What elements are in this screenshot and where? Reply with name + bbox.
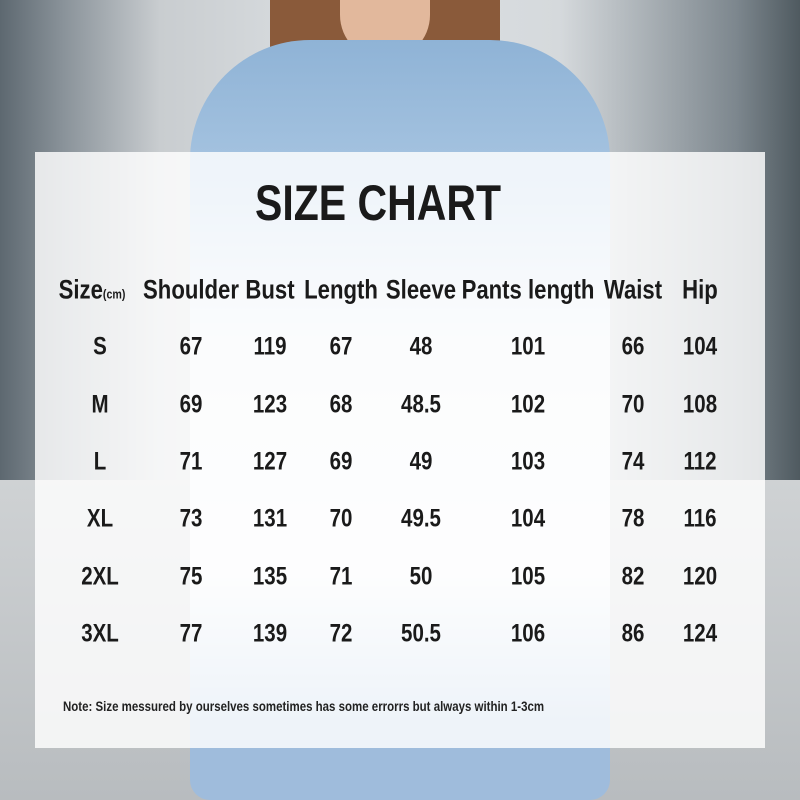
table-cell: 50 xyxy=(409,562,433,591)
table-cell: 71 xyxy=(179,447,203,476)
table-cell: 101 xyxy=(510,332,546,361)
column-header: Sleeve xyxy=(386,275,456,306)
table-cell: 104 xyxy=(510,504,546,533)
table-cell: 108 xyxy=(682,390,718,419)
table-cell: 73 xyxy=(179,504,203,533)
table-cell: 71 xyxy=(329,562,353,591)
table-cell: 104 xyxy=(682,332,718,361)
table-cell: 67 xyxy=(329,332,353,361)
table-cell: 106 xyxy=(510,619,546,648)
column-header-label: Pants length xyxy=(461,274,595,305)
chart-title: SIZE CHART xyxy=(255,175,501,231)
table-cell: 48.5 xyxy=(401,390,441,419)
column-header: Bust xyxy=(245,275,294,306)
table-cell: 105 xyxy=(510,562,546,591)
column-header-label: Shoulder xyxy=(143,274,239,305)
table-cell: 123 xyxy=(252,390,288,419)
table-cell: 78 xyxy=(621,504,645,533)
table-cell: 131 xyxy=(252,504,288,533)
size-label: M xyxy=(91,390,109,419)
column-header-label: Bust xyxy=(245,274,295,305)
table-cell: 72 xyxy=(329,619,353,648)
size-chart-panel xyxy=(35,152,765,748)
column-header-label: Hip xyxy=(682,274,718,305)
column-header: Size(cm) xyxy=(59,275,126,306)
table-cell: 77 xyxy=(179,619,203,648)
size-label: 2XL xyxy=(81,562,119,591)
table-cell: 112 xyxy=(683,447,717,476)
column-header-label: Waist xyxy=(603,274,663,305)
column-header: Waist xyxy=(604,275,662,306)
table-cell: 69 xyxy=(329,447,353,476)
table-cell: 74 xyxy=(621,447,645,476)
table-cell: 69 xyxy=(179,390,203,419)
table-cell: 119 xyxy=(253,332,287,361)
size-label: S xyxy=(93,332,107,361)
unit-label: (cm) xyxy=(102,286,126,302)
column-header: Pants length xyxy=(462,275,595,306)
table-cell: 66 xyxy=(621,332,645,361)
size-label: L xyxy=(93,447,107,476)
table-cell: 49 xyxy=(409,447,433,476)
table-cell: 103 xyxy=(510,447,546,476)
table-cell: 50.5 xyxy=(401,619,441,648)
table-cell: 70 xyxy=(621,390,645,419)
table-cell: 48 xyxy=(409,332,433,361)
table-cell: 70 xyxy=(329,504,353,533)
column-header: Shoulder xyxy=(143,275,239,306)
size-label: 3XL xyxy=(81,619,119,648)
table-cell: 135 xyxy=(252,562,288,591)
measurement-note: Note: Size messured by ourselves sometim… xyxy=(63,698,545,714)
table-cell: 68 xyxy=(329,390,353,419)
column-header: Hip xyxy=(682,275,718,306)
table-cell: 116 xyxy=(683,504,717,533)
table-cell: 139 xyxy=(252,619,288,648)
table-cell: 67 xyxy=(179,332,203,361)
table-cell: 75 xyxy=(179,562,203,591)
table-cell: 49.5 xyxy=(401,504,441,533)
table-cell: 124 xyxy=(682,619,718,648)
table-cell: 82 xyxy=(621,562,645,591)
table-cell: 120 xyxy=(682,562,718,591)
table-cell: 86 xyxy=(621,619,645,648)
column-header-label: Length xyxy=(304,274,378,305)
column-header-label: Size xyxy=(58,274,103,305)
column-header-label: Sleeve xyxy=(385,274,457,305)
size-label: XL xyxy=(86,504,114,533)
table-cell: 127 xyxy=(252,447,288,476)
table-cell: 102 xyxy=(510,390,546,419)
column-header: Length xyxy=(304,275,378,306)
